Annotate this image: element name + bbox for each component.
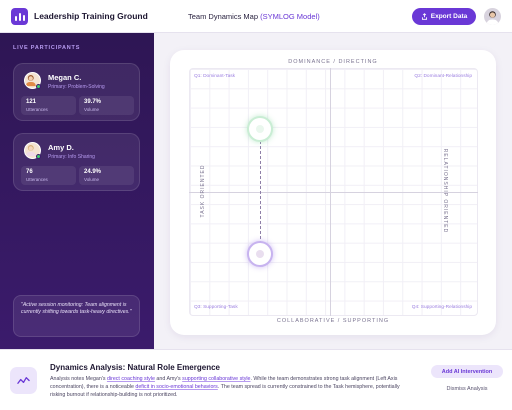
page-title: Team Dynamics Map (SYMLOG Model)	[188, 12, 320, 21]
utterances-label: Utterances	[26, 177, 48, 182]
volume-stat: 39.7% Volume	[79, 96, 134, 115]
map-node-megan[interactable]	[247, 116, 273, 142]
utterances-label: Utterances	[26, 107, 48, 112]
top-header: Leadership Training Ground Team Dynamics…	[0, 0, 512, 33]
analysis-highlight[interactable]: supporting collaborative style	[182, 376, 251, 382]
map-node-amy[interactable]	[247, 241, 273, 267]
axis-label-left: TASK ORIENTED	[200, 164, 206, 218]
analysis-text: and Amy's	[154, 376, 183, 382]
utterances-value: 76	[26, 169, 33, 175]
participant-role: Primary: Problem-Solving	[48, 84, 105, 90]
horizontal-axis-line	[189, 192, 478, 193]
volume-value: 24.9%	[84, 169, 102, 175]
analysis-text: . The team spread is currently constrain…	[50, 384, 400, 399]
participant-role: Primary: Info Sharing	[48, 154, 95, 160]
section-label: LIVE PARTICIPANTS	[13, 45, 81, 51]
axis-label-right: RELATIONSHIP ORIENTED	[442, 148, 448, 234]
trend-line-icon	[10, 367, 37, 394]
quadrant-label-q4: Q4: Supporting-Relationship	[411, 305, 472, 310]
add-ai-intervention-button[interactable]: Add AI Intervention	[431, 365, 503, 378]
volume-label: Volume	[84, 177, 100, 182]
session-monitor-note: "Active session monitoring: Team alignme…	[13, 295, 140, 337]
user-avatar[interactable]	[484, 8, 501, 25]
node-core	[256, 250, 264, 258]
analysis-highlight[interactable]: deficit in socio-emotional behaviors	[135, 384, 218, 391]
analysis-panel: Dynamics Analysis: Natural Role Emergenc…	[0, 349, 512, 410]
analysis-highlight[interactable]: direct coaching style	[106, 376, 155, 382]
volume-stat: 24.9% Volume	[79, 166, 134, 185]
page-title-model: (SYMLOG Model)	[260, 12, 320, 21]
export-data-button[interactable]: Export Data	[412, 8, 476, 25]
volume-label: Volume	[84, 107, 100, 112]
utterances-stat: 76 Utterances	[21, 166, 76, 185]
export-data-label: Export Data	[430, 13, 468, 20]
team-dynamics-map: DOMINANCE / DIRECTING Q1: Dominant-Task …	[170, 50, 496, 335]
analysis-title: Dynamics Analysis: Natural Role Emergenc…	[50, 363, 220, 372]
participant-connection-line	[260, 141, 261, 254]
bar-chart-icon	[11, 8, 28, 25]
axis-label-top: DOMINANCE / DIRECTING	[288, 59, 378, 65]
axis-label-bottom: COLLABORATIVE / SUPPORTING	[276, 318, 390, 324]
utterances-stat: 121 Utterances	[21, 96, 76, 115]
quadrant-label-q1: Q1: Dominant-Task	[194, 74, 236, 79]
export-icon	[421, 13, 427, 20]
online-status-dot	[36, 84, 41, 89]
app-title: Leadership Training Ground	[34, 11, 148, 21]
utterances-value: 121	[26, 99, 37, 105]
participant-card-megan[interactable]: Megan C. Primary: Problem-Solving 121 Ut…	[13, 63, 140, 121]
analysis-text: . While the team demonstrates strong tas…	[50, 376, 398, 391]
quadrant-label-q2: Q2: Dominant-Relationship	[414, 74, 472, 79]
participant-name: Megan C.	[48, 73, 82, 82]
analysis-text: Analysis notes Megan's	[50, 376, 107, 382]
analysis-body: Analysis notes Megan's direct coaching s…	[50, 375, 415, 400]
dismiss-analysis-link[interactable]: Dismiss Analysis	[446, 386, 488, 392]
page-title-main: Team Dynamics Map	[188, 12, 261, 21]
quadrant-label-q3: Q3: Supporting-Task	[194, 305, 238, 310]
participant-card-amy[interactable]: Amy D. Primary: Info Sharing 76 Utteranc…	[13, 133, 140, 191]
online-status-dot	[36, 154, 41, 159]
node-core	[256, 125, 264, 133]
participants-sidebar: LIVE PARTICIPANTS Megan C. Primary: Prob…	[0, 33, 154, 349]
volume-value: 39.7%	[84, 99, 102, 105]
participant-name: Amy D.	[48, 143, 74, 152]
